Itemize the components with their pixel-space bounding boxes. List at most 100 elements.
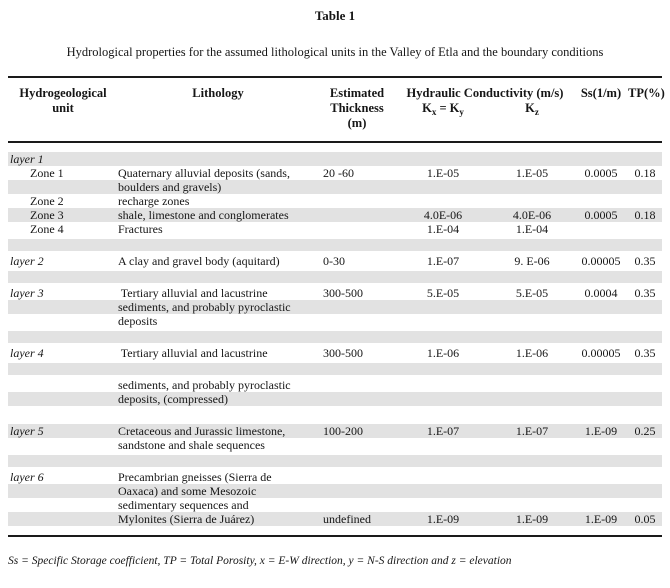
kx-ky-cell: 1.E-05 xyxy=(426,165,460,180)
table-row: layer 4 Tertiary alluvial and lacustrine… xyxy=(8,346,662,360)
ss-cell xyxy=(574,314,628,328)
thickness-cell xyxy=(318,392,396,406)
kz-cell xyxy=(490,498,574,512)
table-body: layer 1 Zone 1 Quaternary alluvial deposit… xyxy=(8,151,662,526)
lithology-cell: sediments, and probably pyroclastic xyxy=(118,377,291,392)
kz-cell xyxy=(490,438,574,452)
lithology-cell: Tertiary alluvial and lacustrine xyxy=(118,285,268,300)
subscript-x: x xyxy=(431,107,437,117)
thickness-cell xyxy=(318,152,396,166)
column-header-conductivity-label: Hydraulic Conductivity (m/s) xyxy=(406,86,564,100)
table-row: Zone 2 recharge zones xyxy=(8,194,662,208)
unit-cell: layer 4 xyxy=(10,345,44,360)
spacer-row xyxy=(8,238,662,251)
spacer-row xyxy=(8,362,662,375)
unit-cell: Zone 3 xyxy=(30,207,64,222)
unit-cell: layer 6 xyxy=(10,469,44,484)
thickness-cell xyxy=(318,194,396,208)
tp-cell xyxy=(628,152,662,166)
ss-cell xyxy=(574,438,628,452)
table-row: layer 2 A clay and gravel body (aquitard)… xyxy=(8,254,662,268)
lithology-cell: Fractures xyxy=(118,221,163,236)
lithology-cell xyxy=(118,152,318,166)
page: Table 1 Hydrological properties for the … xyxy=(0,9,670,568)
kx-ky-cell xyxy=(396,438,490,452)
unit-cell: layer 2 xyxy=(10,253,44,268)
table-caption: Hydrological properties for the assumed … xyxy=(66,45,604,59)
lithology-cell: sedimentary sequences and xyxy=(118,497,249,512)
unit-cell: Zone 1 xyxy=(30,165,64,180)
tp-cell xyxy=(628,438,662,452)
ss-cell xyxy=(574,470,628,484)
unit-cell: layer 5 xyxy=(10,423,44,438)
header-rule xyxy=(8,141,662,143)
kx-ky-cell xyxy=(396,300,490,314)
ss-cell xyxy=(574,180,628,194)
table-row: sediments, and probably pyroclastic xyxy=(8,378,662,392)
column-header-conductivity-group: Hydraulic Conductivity (m/s) Kx = Ky Kz xyxy=(396,86,574,131)
kx-ky-cell: 5.E-05 xyxy=(426,285,460,300)
kz-cell xyxy=(490,300,574,314)
thickness-cell: 100-200 xyxy=(323,423,363,438)
tp-cell: 0.35 xyxy=(634,253,656,268)
kx-ky-cell: 1.E-07 xyxy=(426,423,460,438)
kz-cell: 9. E-06 xyxy=(514,253,550,268)
lithology-cell: shale, limestone and conglomerates xyxy=(118,207,289,222)
ss-cell xyxy=(574,300,628,314)
kz-cell xyxy=(490,314,574,328)
kx-ky-cell: 1.E-09 xyxy=(426,511,460,526)
table-row: deposits xyxy=(8,314,662,328)
kx-ky-cell xyxy=(396,180,490,194)
thickness-cell xyxy=(318,438,396,452)
table-row: layer 3 Tertiary alluvial and lacustrine… xyxy=(8,286,662,300)
lithology-cell: sediments, and probably pyroclastic xyxy=(118,299,291,314)
lithology-cell: boulders and gravels) xyxy=(118,179,222,194)
table-row: boulders and gravels) xyxy=(8,179,662,194)
thickness-cell: 20 -60 xyxy=(323,165,354,180)
kz-cell: 1.E-05 xyxy=(515,165,549,180)
ss-cell xyxy=(574,378,628,392)
table-row: Zone 4 Fractures 1.E-04 1.E-04 xyxy=(8,222,662,236)
table-row: layer 5 Cretaceous and Jurassic limestone… xyxy=(8,423,662,438)
lithology-cell: Tertiary alluvial and lacustrine xyxy=(118,345,268,360)
unit-cell xyxy=(8,314,118,328)
column-header-kx-ky: Kx = Ky xyxy=(422,101,464,117)
tp-cell: 0.35 xyxy=(634,345,656,360)
kz-cell xyxy=(490,378,574,392)
ss-cell: 0.0005 xyxy=(584,165,618,180)
kx-ky-cell xyxy=(396,470,490,484)
ss-cell xyxy=(574,222,628,236)
top-rule xyxy=(8,76,662,78)
tp-cell: 0.05 xyxy=(634,511,656,526)
footnote: Ss = Specific Storage coefficient, TP = … xyxy=(8,555,512,567)
kx-ky-cell xyxy=(396,392,490,406)
table-row: Zone 3 shale, limestone and conglomerates… xyxy=(8,207,662,222)
tp-cell xyxy=(628,498,662,512)
kx-ky-cell xyxy=(396,152,490,166)
kx-ky-cell xyxy=(396,498,490,512)
tp-cell xyxy=(628,392,662,406)
subscript-y: y xyxy=(459,107,464,117)
lithology-cell: deposits xyxy=(118,313,158,328)
thickness-cell xyxy=(318,180,396,194)
kz-cell: 1.E-07 xyxy=(515,423,549,438)
column-header-thickness: Estimated Thickness (m) xyxy=(318,86,396,131)
kz-cell: 5.E-05 xyxy=(515,285,549,300)
kz-cell: 1.E-04 xyxy=(515,221,549,236)
lithology-cell: Oaxaca) and some Mesozoic xyxy=(118,483,257,498)
column-header-kz: Kz xyxy=(525,101,539,117)
ss-cell: 1.E-09 xyxy=(584,423,618,438)
thickness-cell xyxy=(318,378,396,392)
column-header-unit-line1: Hydrogeological xyxy=(19,86,107,100)
spacer-row xyxy=(8,270,662,283)
ss-cell: 0.0005 xyxy=(584,207,618,222)
kz-cell xyxy=(490,470,574,484)
unit-cell xyxy=(8,498,118,512)
thickness-cell: 300-500 xyxy=(323,285,363,300)
unit-cell xyxy=(8,438,118,452)
lithology-cell: deposits, (compressed) xyxy=(118,391,228,406)
unit-cell xyxy=(8,300,118,314)
subscript-z: z xyxy=(534,107,539,117)
unit-cell xyxy=(8,512,118,526)
ss-cell xyxy=(574,194,628,208)
